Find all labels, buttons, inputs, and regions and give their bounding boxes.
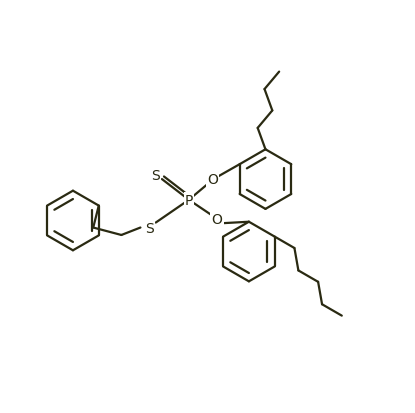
Text: P: P [185,193,193,207]
Text: S: S [151,169,160,183]
Text: O: O [212,213,222,227]
Text: O: O [208,173,218,187]
Text: S: S [145,221,154,235]
